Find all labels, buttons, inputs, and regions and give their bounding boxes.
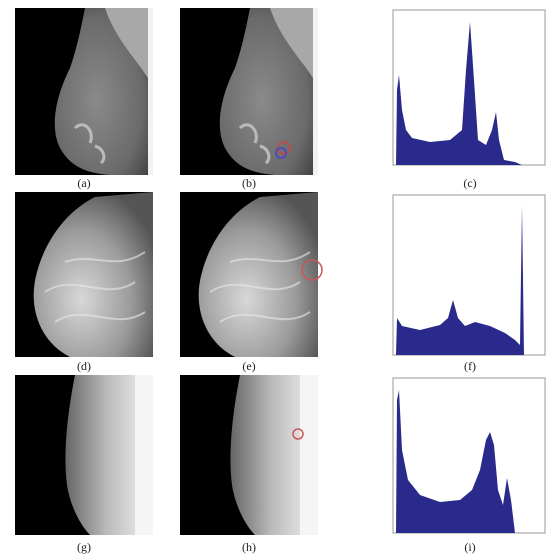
caption: (c) (463, 176, 476, 190)
caption: (a) (77, 176, 90, 190)
mammogram (13, 6, 155, 177)
histogram (392, 377, 546, 534)
caption: (i) (464, 540, 475, 554)
caption: (h) (242, 540, 256, 554)
histogram (392, 194, 546, 356)
mammogram (180, 375, 318, 535)
caption: (e) (242, 359, 255, 373)
caption: (b) (242, 176, 256, 190)
mammogram (179, 191, 319, 358)
roi-circle (277, 141, 291, 155)
mammogram (178, 6, 320, 177)
roi-circle (292, 428, 304, 440)
caption: (g) (77, 540, 91, 554)
caption: (d) (77, 359, 91, 373)
mammogram (14, 191, 154, 358)
mammogram (15, 375, 153, 535)
histogram (392, 9, 546, 166)
roi-circle (275, 147, 287, 159)
caption: (f) (464, 359, 476, 373)
roi-circle (301, 259, 323, 281)
